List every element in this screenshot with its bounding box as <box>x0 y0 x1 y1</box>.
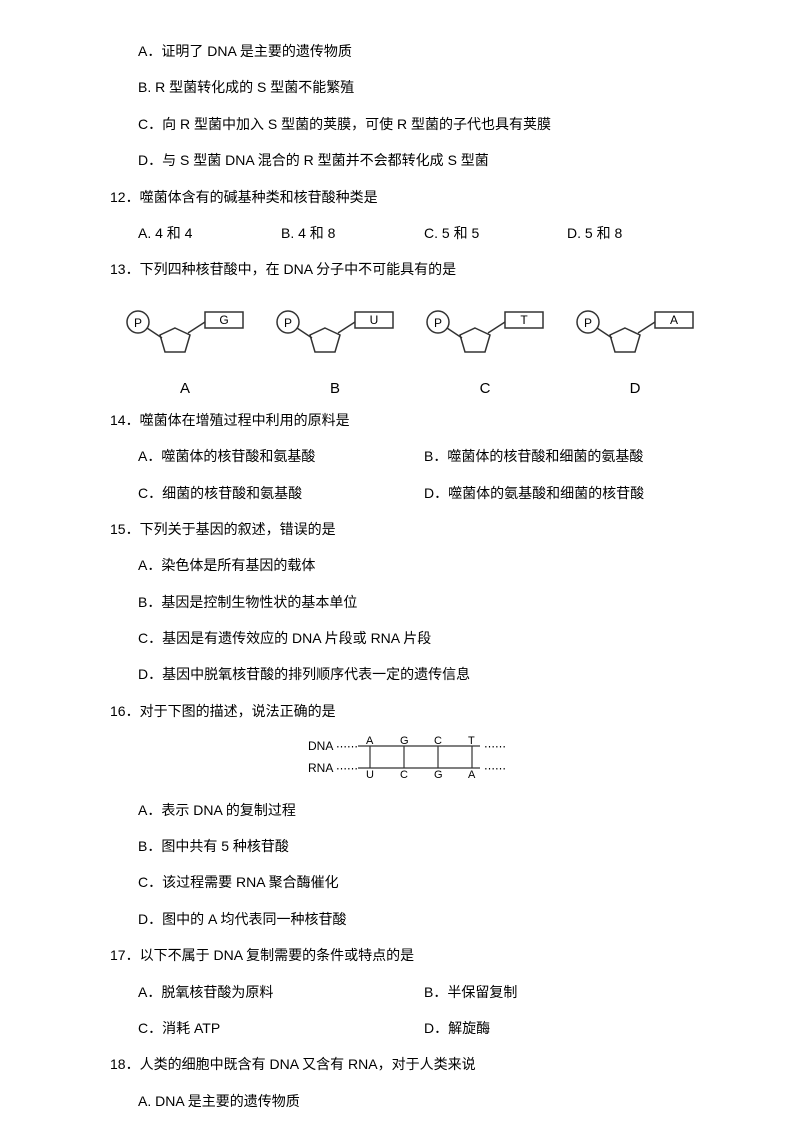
svg-text:⋯⋯: ⋯⋯ <box>336 763 358 775</box>
q13-diagram-c: P T C <box>420 295 550 401</box>
q13-label-a: A <box>120 377 250 401</box>
svg-text:P: P <box>584 316 592 330</box>
q13-label-d: D <box>570 377 700 401</box>
q15-option-c: C．基因是有遗传效应的 DNA 片段或 RNA 片段 <box>110 627 710 649</box>
q13-question: 13． 下列四种核苷酸中，在 DNA 分子中不可能具有的是 <box>110 258 710 280</box>
q16-option-d: D．图中的 A 均代表同一种核苷酸 <box>110 908 710 930</box>
q17-options-row2: C．消耗 ATP D．解旋酶 <box>110 1017 710 1039</box>
q11-option-d: D．与 S 型菌 DNA 混合的 R 型菌并不会都转化成 S 型菌 <box>110 149 710 171</box>
q18-question: 18． 人类的细胞中既含有 DNA 又含有 RNA，对于人类来说 <box>110 1053 710 1075</box>
q17-option-c: C．消耗 ATP <box>138 1017 424 1039</box>
q13-diagram-d: P A D <box>570 295 700 401</box>
q15-option-b: B．基因是控制生物性状的基本单位 <box>110 591 710 613</box>
svg-text:C: C <box>400 769 408 780</box>
q12-number: 12． <box>110 186 140 208</box>
q16-question: 16． 对于下图的描述，说法正确的是 <box>110 700 710 722</box>
svg-text:C: C <box>434 736 442 747</box>
q12-option-b: B. 4 和 8 <box>281 222 424 244</box>
q11-option-a: A．证明了 DNA 是主要的遗传物质 <box>110 40 710 62</box>
q17-option-d: D．解旋酶 <box>424 1017 710 1039</box>
svg-text:⋯⋯: ⋯⋯ <box>336 741 358 753</box>
q16-diagram: DNA ⋯⋯ RNA ⋯⋯ A G C T U C G A ⋯⋯ ⋯⋯ <box>110 736 710 786</box>
q15-option-d: D．基因中脱氧核苷酸的排列顺序代表一定的遗传信息 <box>110 663 710 685</box>
q11-option-c: C．向 R 型菌中加入 S 型菌的荚膜，可使 R 型菌的子代也具有荚膜 <box>110 113 710 135</box>
q12-option-d: D. 5 和 8 <box>567 222 710 244</box>
svg-text:P: P <box>284 316 292 330</box>
svg-text:⋯⋯: ⋯⋯ <box>484 763 506 775</box>
q17-options-row1: A．脱氧核苷酸为原料 B．半保留复制 <box>110 981 710 1003</box>
q13-label-b: B <box>270 377 400 401</box>
q14-text: 噬菌体在增殖过程中利用的原料是 <box>140 409 350 431</box>
q17-text: 以下不属于 DNA 复制需要的条件或特点的是 <box>140 944 415 966</box>
svg-text:A: A <box>468 769 476 780</box>
q14-question: 14． 噬菌体在增殖过程中利用的原料是 <box>110 409 710 431</box>
q16-option-b: B．图中共有 5 种核苷酸 <box>110 835 710 857</box>
q12-option-a: A. 4 和 4 <box>138 222 281 244</box>
q16-text: 对于下图的描述，说法正确的是 <box>140 700 336 722</box>
svg-text:P: P <box>434 316 442 330</box>
base-label: G <box>219 313 228 327</box>
q13-diagrams: P G A P U B <box>110 295 710 401</box>
q15-number: 15． <box>110 518 140 540</box>
q14-option-b: B．噬菌体的核苷酸和细菌的氨基酸 <box>424 445 710 467</box>
svg-text:DNA: DNA <box>308 739 333 753</box>
q12-text: 噬菌体含有的碱基种类和核苷酸种类是 <box>140 186 378 208</box>
q18-number: 18． <box>110 1053 140 1075</box>
q18-text: 人类的细胞中既含有 DNA 又含有 RNA，对于人类来说 <box>140 1053 476 1075</box>
q14-options-row1: A．噬菌体的核苷酸和氨基酸 B．噬菌体的核苷酸和细菌的氨基酸 <box>110 445 710 467</box>
phosphate-label: P <box>134 316 142 330</box>
q17-option-b: B．半保留复制 <box>424 981 710 1003</box>
svg-text:G: G <box>434 769 443 780</box>
q14-number: 14． <box>110 409 140 431</box>
q16-number: 16． <box>110 700 140 722</box>
q14-option-d: D．噬菌体的氨基酸和细菌的核苷酸 <box>424 482 710 504</box>
q12-options: A. 4 和 4 B. 4 和 8 C. 5 和 5 D. 5 和 8 <box>110 222 710 244</box>
q13-diagram-a: P G A <box>120 295 250 401</box>
q13-label-c: C <box>420 377 550 401</box>
q17-question: 17． 以下不属于 DNA 复制需要的条件或特点的是 <box>110 944 710 966</box>
svg-text:⋯⋯: ⋯⋯ <box>484 741 506 753</box>
q13-diagram-b: P U B <box>270 295 400 401</box>
svg-text:A: A <box>670 313 678 327</box>
q12-question: 12． 噬菌体含有的碱基种类和核苷酸种类是 <box>110 186 710 208</box>
q17-option-a: A．脱氧核苷酸为原料 <box>138 981 424 1003</box>
q12-option-c: C. 5 和 5 <box>424 222 567 244</box>
q15-text: 下列关于基因的叙述，错误的是 <box>140 518 336 540</box>
q16-option-c: C．该过程需要 RNA 聚合酶催化 <box>110 871 710 893</box>
q14-option-a: A．噬菌体的核苷酸和氨基酸 <box>138 445 424 467</box>
svg-text:U: U <box>366 769 374 780</box>
svg-text:A: A <box>366 736 374 747</box>
q15-question: 15． 下列关于基因的叙述，错误的是 <box>110 518 710 540</box>
q16-option-a: A．表示 DNA 的复制过程 <box>110 799 710 821</box>
q15-option-a: A．染色体是所有基因的载体 <box>110 554 710 576</box>
q11-option-b: B. R 型菌转化成的 S 型菌不能繁殖 <box>110 76 710 98</box>
q18-option-a: A. DNA 是主要的遗传物质 <box>110 1090 710 1112</box>
q14-option-c: C．细菌的核苷酸和氨基酸 <box>138 482 424 504</box>
svg-text:RNA: RNA <box>308 761 333 775</box>
svg-text:G: G <box>400 736 409 747</box>
q17-number: 17． <box>110 944 140 966</box>
q13-text: 下列四种核苷酸中，在 DNA 分子中不可能具有的是 <box>140 258 457 280</box>
svg-text:T: T <box>468 736 475 747</box>
svg-text:T: T <box>520 313 528 327</box>
svg-text:U: U <box>370 313 379 327</box>
q13-number: 13． <box>110 258 140 280</box>
q14-options-row2: C．细菌的核苷酸和氨基酸 D．噬菌体的氨基酸和细菌的核苷酸 <box>110 482 710 504</box>
